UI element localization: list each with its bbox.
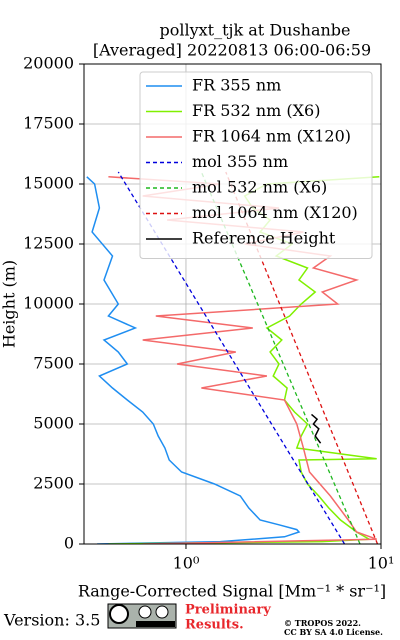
x-tick-label: 10¹ [368,554,395,573]
series-line [311,413,322,444]
y-axis-label: Height (m) [0,260,19,348]
y-tick-label: 2500 [33,474,74,493]
y-tick-label: 12500 [23,234,74,253]
y-tick-label: 17500 [23,114,74,133]
legend-label: mol 1064 nm (X120) [192,203,358,222]
y-tick-label: 0 [64,534,74,553]
y-tick-label: 10000 [23,294,74,313]
legend-label: mol 355 nm [192,152,288,171]
license: © TROPOS 2022. [284,618,361,628]
notice: Preliminary [185,603,271,618]
cc-badge [107,603,177,629]
chart-title: pollyxt_tjk at Dushanbe [159,21,350,40]
chart-title: [Averaged] 20220813 06:00-06:59 [93,41,371,60]
x-tick-label: 10⁰ [173,554,200,573]
x-axis-label: Range-Corrected Signal [Mm⁻¹ * sr⁻¹] [78,582,386,601]
y-tick-label: 7500 [33,354,74,373]
y-tick-label: 5000 [33,414,74,433]
legend-label: FR 532 nm (X6) [192,101,320,120]
legend-label: Reference Height [192,229,336,248]
notice: Results. [185,618,244,633]
legend-box [139,71,373,259]
license: CC BY SA 4.0 License. [284,627,383,637]
legend-label: FR 1064 nm (X120) [192,127,351,146]
version: Version: 3.5 [3,611,100,630]
legend-label: mol 532 nm (X6) [192,178,327,197]
series-line [225,171,379,544]
series-line [86,176,301,544]
legend-label: FR 355 nm [192,76,281,95]
y-tick-label: 20000 [23,54,74,73]
y-tick-label: 15000 [23,174,74,193]
series-line [117,171,346,544]
